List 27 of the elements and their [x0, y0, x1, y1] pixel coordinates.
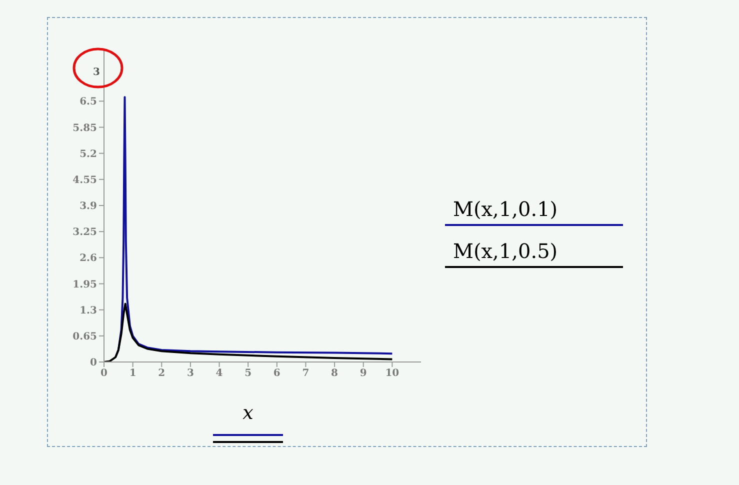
y-tick-label: 2.6 — [80, 253, 98, 264]
x-tick-label: 2 — [158, 368, 166, 380]
y-tick-label: 0 — [90, 358, 98, 369]
text: 3 — [92, 67, 100, 78]
x-tick-label: 6 — [273, 368, 280, 380]
x-tick-label: 0 — [100, 368, 108, 380]
x-tick-label: 3 — [186, 368, 194, 380]
text: M(x,1,0.1) — [452, 196, 559, 223]
x-tick-label: 5 — [244, 368, 252, 380]
y-tick-label: 3.25 — [72, 227, 98, 238]
y-tick-label: 5.2 — [80, 148, 98, 160]
x-tick-label: 10 — [385, 368, 400, 380]
text: M(x,1,0.5) — [452, 238, 559, 265]
x-axis-title: x — [242, 402, 254, 424]
x-tick-label: 4 — [216, 368, 223, 380]
line-series — [104, 302, 394, 362]
y-tick-label: 5.85 — [72, 122, 98, 134]
y-tick-label: 3.9 — [80, 201, 98, 212]
x-tick-label: 7 — [302, 368, 310, 380]
x-tick-label: 8 — [331, 368, 338, 380]
y-tick-label: 1.3 — [80, 305, 98, 316]
y-tick-label: 6.5 — [80, 96, 98, 108]
x-tick-label: 1 — [129, 368, 136, 380]
y-tick-label: 0.65 — [72, 331, 98, 342]
y-tick-label: 1.95 — [72, 279, 98, 290]
x-tick-label: 9 — [360, 368, 367, 380]
y-tick-label: 4.55 — [72, 174, 98, 186]
